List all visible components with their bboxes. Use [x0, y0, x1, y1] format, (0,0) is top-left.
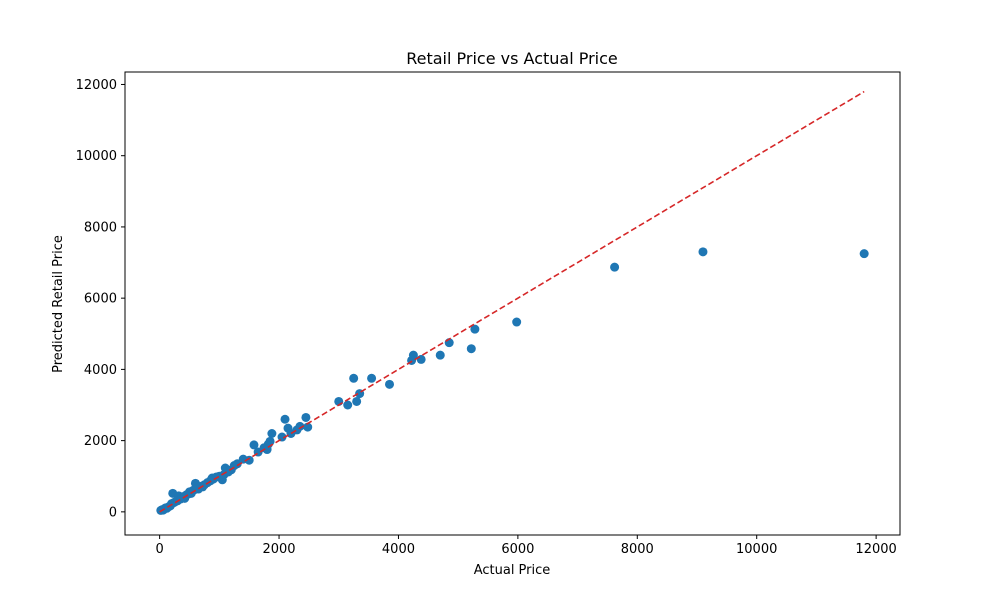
y-tick-label: 2000 [84, 434, 117, 449]
y-tick-label: 12000 [76, 78, 117, 93]
scatter-point [385, 379, 395, 389]
scatter-point [301, 412, 311, 422]
x-tick-label: 6000 [501, 542, 534, 557]
x-tick-label: 10000 [736, 542, 777, 557]
y-axis-label: Predicted Retail Price [51, 235, 66, 373]
y-tick-label: 0 [109, 505, 117, 520]
scatter-point [416, 354, 426, 364]
data-points [156, 247, 869, 515]
scatter-point [267, 428, 277, 438]
scatter-point [265, 436, 275, 446]
scatter-point [249, 440, 259, 450]
y-tick-label: 6000 [84, 292, 117, 307]
scatter-point [408, 350, 418, 360]
scatter-point [466, 344, 476, 354]
axis-ticks: 0 2000 4000 6000 8000 10000 12000 0 2000 4000 6000… [76, 78, 897, 557]
scatter-point [343, 400, 353, 410]
scatter-point [610, 262, 620, 272]
scatter-point [512, 317, 522, 327]
scatter-point [244, 455, 254, 465]
scatter-point [435, 350, 445, 360]
reference-line-layer [159, 90, 865, 513]
x-tick-label: 4000 [382, 542, 415, 557]
x-axis-label: Actual Price [474, 563, 551, 578]
x-tick-label: 8000 [621, 542, 654, 557]
scatter-point [698, 247, 708, 257]
scatter-point [470, 324, 480, 334]
x-tick-label: 0 [155, 542, 163, 557]
scatter-point [349, 373, 359, 383]
scatter-point [280, 414, 290, 424]
y-tick-label: 4000 [84, 363, 117, 378]
chart-title: Retail Price vs Actual Price [406, 49, 618, 68]
scatter-point [367, 373, 377, 383]
y-tick-label: 8000 [84, 220, 117, 235]
scatter-point [295, 421, 305, 431]
x-tick-label: 12000 [855, 542, 896, 557]
scatter-point [859, 249, 869, 259]
scatter-point [352, 396, 362, 406]
scatter-point [303, 422, 313, 432]
reference-line [159, 90, 865, 513]
plot-frame [124, 71, 901, 536]
y-tick-label: 10000 [76, 149, 117, 164]
x-tick-label: 2000 [262, 542, 295, 557]
